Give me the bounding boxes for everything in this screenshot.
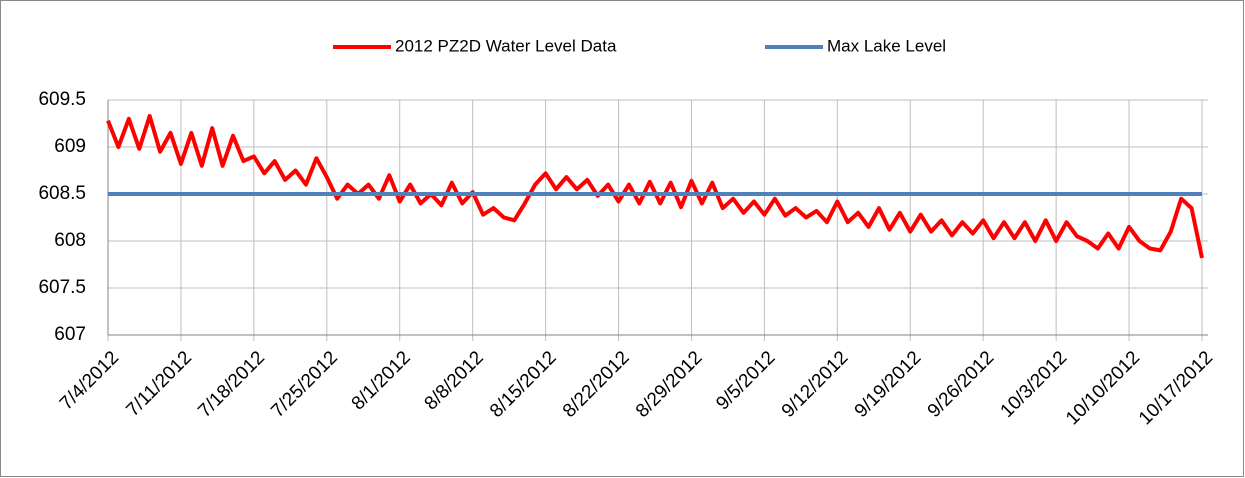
y-tick-label: 609.5	[38, 89, 86, 110]
legend-item: Max Lake Level	[765, 36, 946, 55]
legend-label: Max Lake Level	[827, 36, 946, 55]
y-tick-label: 608	[54, 230, 86, 251]
y-tick-label: 609	[54, 136, 86, 157]
y-tick-label: 607	[54, 324, 86, 345]
y-tick-label: 607.5	[38, 277, 86, 298]
y-tick-label: 608.5	[38, 183, 86, 204]
legend-item: 2012 PZ2D Water Level Data	[333, 36, 617, 55]
legend-label: 2012 PZ2D Water Level Data	[395, 36, 617, 55]
